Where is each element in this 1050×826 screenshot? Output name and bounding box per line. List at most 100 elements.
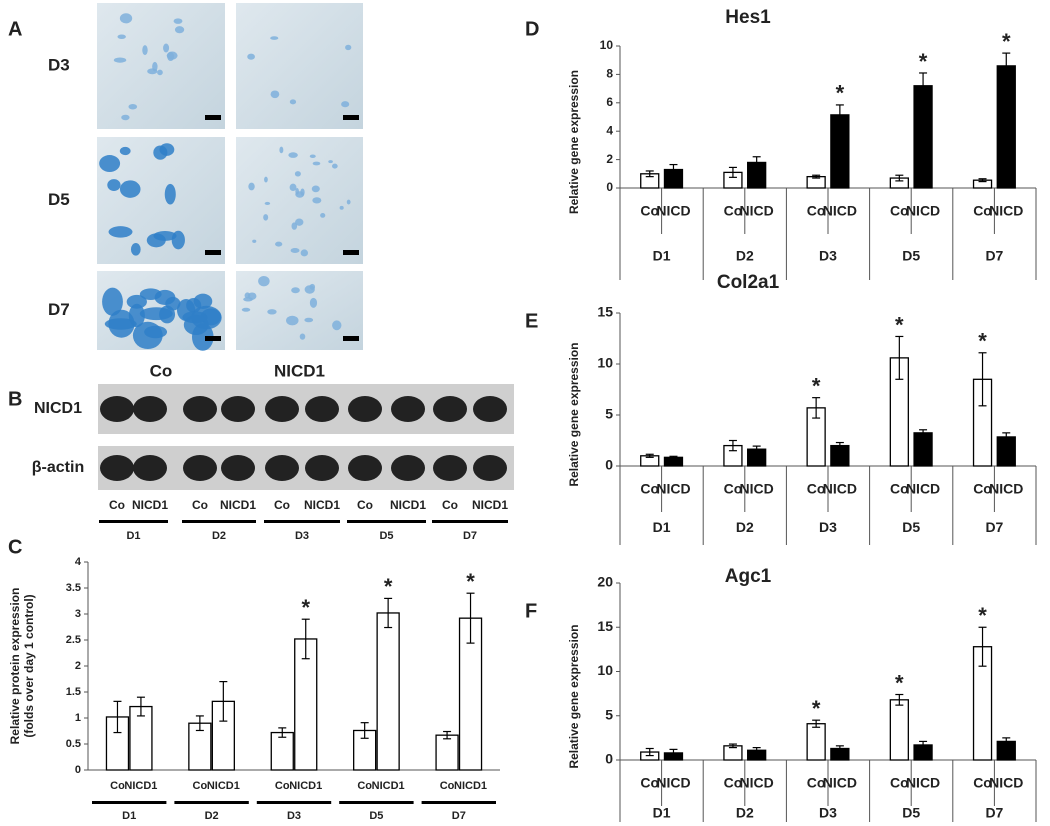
cell bbox=[304, 317, 314, 323]
band bbox=[183, 396, 217, 422]
lane-label: Co bbox=[109, 498, 125, 512]
x-tick-label: NICD bbox=[906, 203, 940, 219]
band bbox=[265, 396, 299, 422]
band bbox=[221, 455, 255, 481]
significance-marker: * bbox=[895, 670, 904, 695]
x-tick-label: NICD bbox=[656, 481, 690, 497]
micrograph bbox=[236, 137, 363, 264]
x-tick-label: Co bbox=[357, 780, 372, 792]
error-bar bbox=[752, 445, 761, 453]
group-label: D1 bbox=[653, 805, 671, 821]
cell bbox=[288, 152, 298, 158]
error-bar bbox=[278, 727, 287, 738]
significance-marker: * bbox=[384, 574, 393, 599]
band bbox=[348, 455, 382, 481]
y-tick-label: 4 bbox=[606, 123, 613, 137]
significance-marker: * bbox=[978, 329, 987, 354]
error-bar bbox=[1002, 737, 1011, 746]
micrograph bbox=[236, 3, 363, 129]
cell bbox=[279, 146, 284, 154]
group-label: D1 bbox=[122, 810, 136, 822]
y-axis-label: (folds over day 1 control) bbox=[22, 594, 36, 737]
bar bbox=[806, 723, 826, 761]
band bbox=[391, 455, 425, 481]
y-tick-label: 0.5 bbox=[66, 738, 81, 750]
cell bbox=[130, 243, 141, 256]
bar bbox=[830, 114, 850, 189]
significance-marker: * bbox=[919, 49, 928, 74]
y-tick-label: 0 bbox=[605, 751, 613, 767]
error-bar bbox=[835, 745, 844, 752]
cell bbox=[300, 249, 309, 257]
error-bar bbox=[895, 174, 904, 182]
error-bar bbox=[919, 740, 928, 750]
cell bbox=[320, 213, 326, 218]
group-label: D2 bbox=[736, 519, 754, 535]
cell bbox=[311, 185, 320, 193]
x-tick-label: Co bbox=[890, 203, 909, 219]
cell bbox=[299, 333, 306, 340]
error-bar bbox=[443, 730, 452, 740]
x-tick-label: NICD bbox=[989, 775, 1023, 791]
group-label: D7 bbox=[452, 810, 466, 822]
lane-label: NICD1 bbox=[472, 498, 508, 512]
band bbox=[221, 396, 255, 422]
cell bbox=[291, 222, 298, 230]
error-bar bbox=[919, 429, 928, 437]
bar bbox=[270, 731, 294, 771]
y-tick-label: 10 bbox=[597, 662, 613, 678]
cell bbox=[295, 218, 304, 226]
error-bar bbox=[919, 72, 928, 100]
cell bbox=[332, 320, 342, 331]
cell bbox=[289, 183, 297, 192]
error-bar bbox=[752, 747, 761, 754]
lane-label: Co bbox=[442, 498, 458, 512]
error-bar bbox=[669, 748, 678, 758]
cell bbox=[248, 182, 255, 191]
cell bbox=[144, 325, 168, 339]
error-bar bbox=[360, 722, 369, 739]
x-tick-label: Co bbox=[724, 775, 743, 791]
x-tick-label: Co bbox=[640, 775, 659, 791]
band bbox=[133, 396, 167, 422]
cell bbox=[339, 205, 344, 210]
group-underline bbox=[264, 520, 340, 523]
y-tick-label: 2.5 bbox=[66, 634, 81, 646]
cell bbox=[174, 26, 185, 34]
significance-marker: * bbox=[895, 312, 904, 337]
scale-bar bbox=[343, 115, 359, 120]
y-tick-label: 5 bbox=[605, 406, 613, 422]
cell bbox=[142, 45, 148, 56]
column-label: NICD1 bbox=[274, 361, 325, 380]
cell bbox=[102, 287, 123, 316]
lane-label: NICD1 bbox=[132, 498, 168, 512]
cell bbox=[263, 214, 269, 221]
y-tick-label: 10 bbox=[600, 38, 614, 52]
x-tick-label: NICD bbox=[906, 481, 940, 497]
y-axis-label: Relative gene expression bbox=[567, 624, 581, 768]
x-tick-label: Co bbox=[440, 780, 455, 792]
x-tick-label: NICD bbox=[823, 775, 857, 791]
group-label: D1 bbox=[653, 248, 671, 264]
bar bbox=[889, 699, 909, 761]
group-label: D3 bbox=[287, 810, 301, 822]
error-bar bbox=[1002, 52, 1011, 80]
x-tick-label: NICD bbox=[740, 481, 774, 497]
significance-marker: * bbox=[836, 81, 845, 106]
y-tick-label: 20 bbox=[597, 574, 613, 590]
cell bbox=[147, 68, 158, 75]
cell bbox=[121, 114, 130, 121]
error-bar bbox=[835, 441, 844, 450]
cell bbox=[163, 43, 170, 53]
y-tick-label: 2 bbox=[606, 152, 613, 166]
error-bar bbox=[812, 397, 821, 419]
x-tick-label: NICD1 bbox=[207, 780, 240, 792]
band bbox=[473, 396, 507, 422]
cell bbox=[165, 296, 181, 311]
x-tick-label: Co bbox=[973, 203, 992, 219]
error-bar bbox=[384, 597, 393, 629]
micrograph bbox=[97, 3, 225, 129]
significance-marker: * bbox=[812, 696, 821, 721]
group-label: D2 bbox=[212, 530, 226, 542]
scale-bar bbox=[343, 250, 359, 255]
